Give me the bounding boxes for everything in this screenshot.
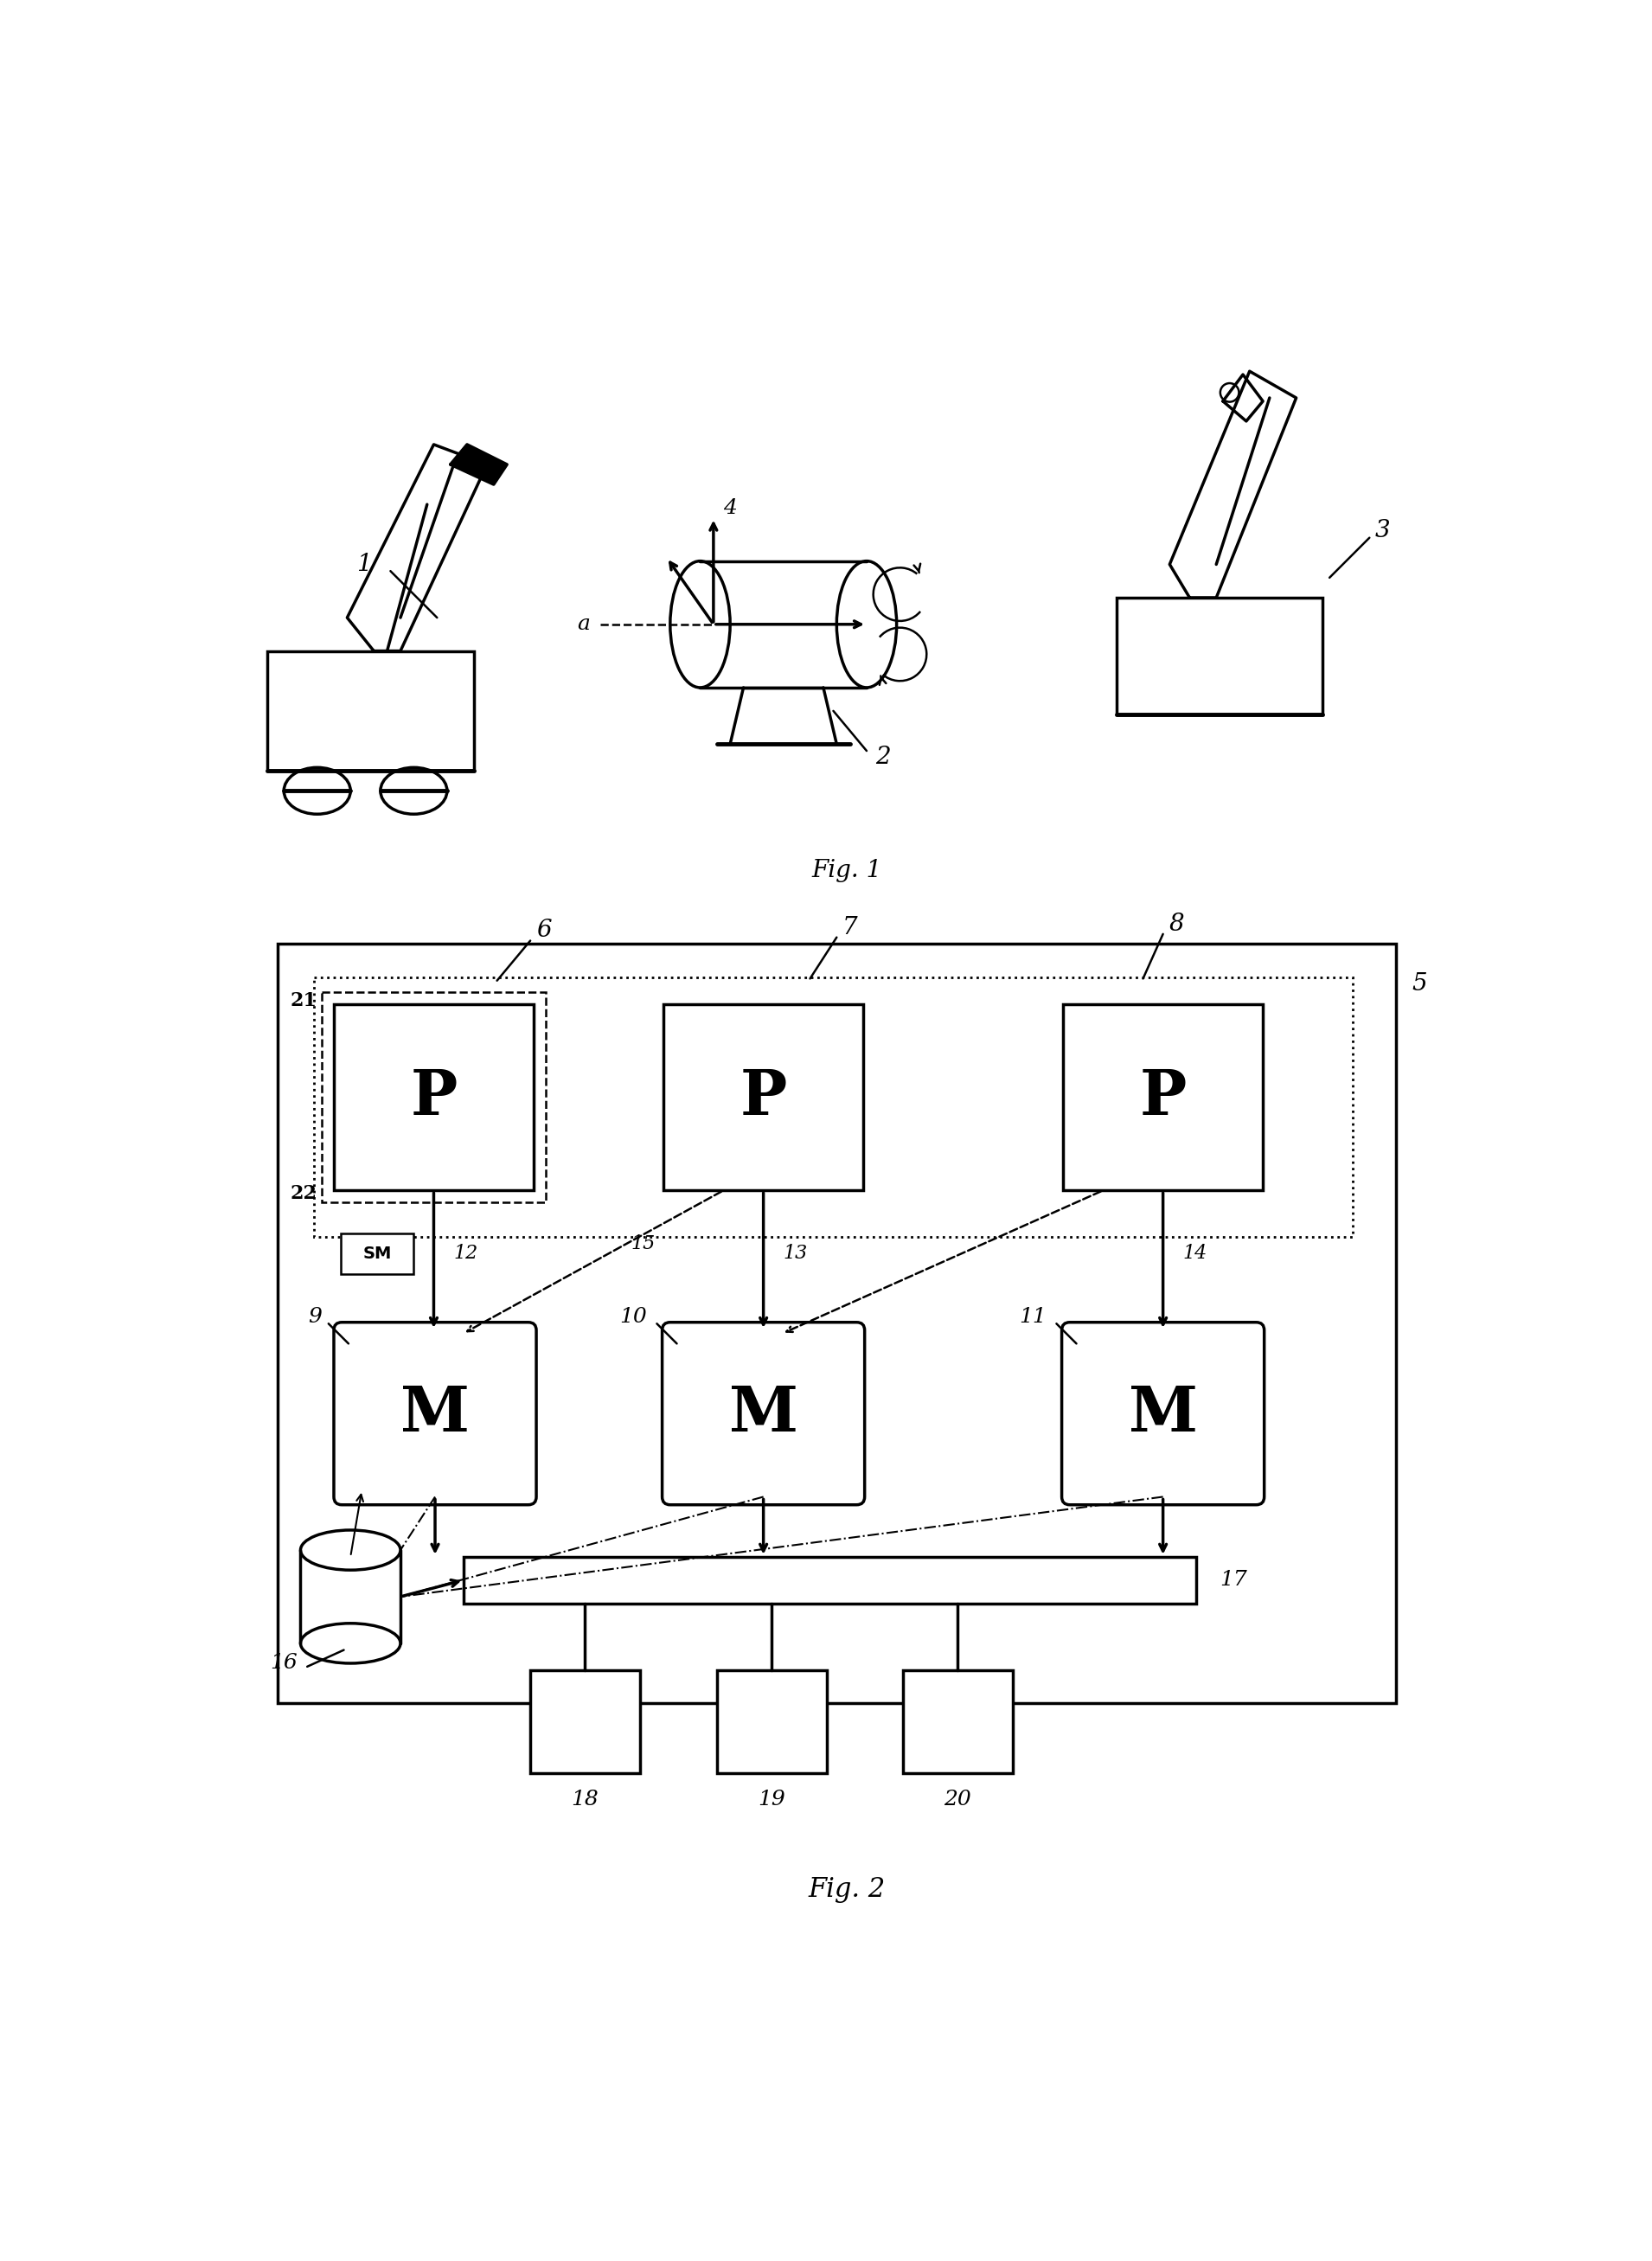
Bar [664, 1004, 864, 1192]
FancyBboxPatch shape [334, 1323, 537, 1506]
Bar [340, 1235, 413, 1273]
Bar [464, 1558, 1196, 1603]
Text: 15: 15 [631, 1235, 656, 1253]
Text: 10: 10 [620, 1307, 648, 1327]
Text: P: P [740, 1067, 786, 1128]
Text: 14: 14 [1183, 1244, 1208, 1264]
Text: 17: 17 [1219, 1569, 1247, 1589]
Text: P: P [1140, 1067, 1186, 1128]
Text: 6: 6 [535, 918, 552, 943]
Bar [1117, 597, 1323, 714]
Text: M: M [1128, 1384, 1198, 1445]
Text: M: M [400, 1384, 469, 1445]
Text: 4: 4 [724, 497, 737, 518]
Bar [334, 1004, 534, 1192]
Text: 13: 13 [783, 1244, 808, 1264]
Text: 11: 11 [1019, 1307, 1046, 1327]
Text: a: a [577, 615, 590, 635]
Text: Fig. 2: Fig. 2 [808, 1877, 885, 1904]
Text: M: M [729, 1384, 798, 1445]
Text: 2: 2 [876, 746, 890, 769]
Text: 12: 12 [454, 1244, 477, 1264]
Text: 7: 7 [843, 916, 857, 938]
Bar [530, 1671, 641, 1773]
Text: 16: 16 [271, 1653, 297, 1673]
Bar [1064, 1004, 1262, 1192]
Text: 9: 9 [309, 1307, 322, 1327]
Bar [904, 1671, 1013, 1773]
Bar [268, 651, 474, 771]
Text: 21: 21 [291, 990, 317, 1011]
Polygon shape [451, 445, 507, 484]
Text: 8: 8 [1168, 913, 1184, 936]
Bar [278, 945, 1396, 1703]
Bar [717, 1671, 826, 1773]
Text: 20: 20 [945, 1791, 971, 1809]
Text: Fig. 1: Fig. 1 [811, 859, 882, 882]
Bar [314, 977, 1353, 1237]
Text: 1: 1 [357, 552, 372, 577]
Text: 3: 3 [1374, 520, 1391, 543]
Text: 22: 22 [291, 1185, 317, 1203]
FancyBboxPatch shape [1062, 1323, 1264, 1506]
Text: 18: 18 [572, 1791, 598, 1809]
Text: P: P [410, 1067, 458, 1128]
Text: 5: 5 [1412, 972, 1427, 995]
Bar [322, 993, 545, 1203]
Text: SM: SM [363, 1246, 392, 1262]
FancyBboxPatch shape [662, 1323, 864, 1506]
Text: 19: 19 [758, 1791, 785, 1809]
